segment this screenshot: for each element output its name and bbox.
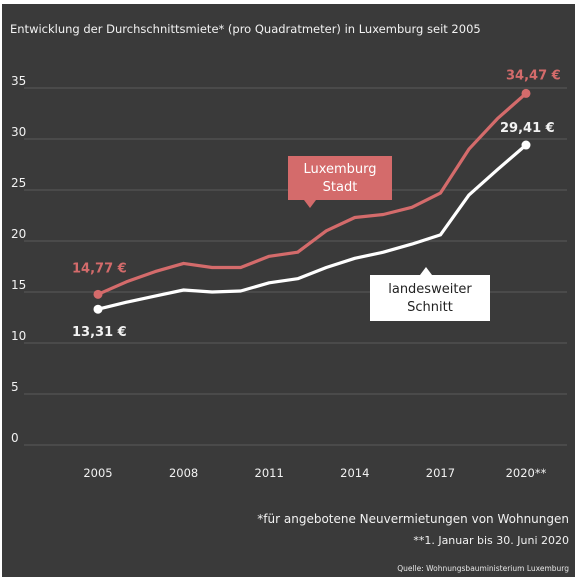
- series-line-0: [96, 91, 528, 296]
- y-tick-label-30: 30: [11, 125, 26, 139]
- footnote-offers: *für angebotene Neuvermietungen von Wohn…: [257, 512, 569, 526]
- y-tick-label-20: 20: [11, 227, 26, 241]
- chart-panel: Entwicklung der Durchschnittsmiete* (pro…: [2, 4, 575, 577]
- y-tick-label-35: 35: [11, 74, 26, 88]
- legend-box-national: [370, 275, 490, 321]
- footnote-period: **1. Januar bis 30. Juni 2020: [413, 534, 569, 547]
- y-tick-label-15: 15: [11, 278, 26, 292]
- value-label-city-start: 14,77 €: [72, 261, 127, 276]
- value-label-national-start: 13,31 €: [72, 325, 127, 340]
- x-tick-label-2005: 2005: [83, 466, 112, 480]
- line-chart: 0 5 10 15 20 25 30 35 2005 2008 2011 2014 2017 2020**…: [11, 68, 567, 480]
- series-0-start-point: [93, 289, 103, 299]
- x-tick-label-2017: 2017: [426, 466, 455, 480]
- series-1-end-point: [521, 140, 531, 150]
- y-tick-label-25: 25: [11, 176, 26, 190]
- y-tick-label-5: 5: [11, 380, 19, 394]
- chart-title: Entwicklung der Durchschnittsmiete* (pro…: [10, 22, 481, 36]
- series-line-1: [96, 143, 528, 311]
- x-tick-label-2014: 2014: [340, 466, 369, 480]
- source-note: Quelle: Wohnungsbauministerium Luxemburg: [397, 564, 569, 573]
- series-1-start-point: [93, 304, 103, 314]
- legend-label-city-line-2: Stadt: [323, 180, 358, 195]
- x-tick-label-2008: 2008: [169, 466, 198, 480]
- value-label-national-end: 29,41 €: [500, 121, 555, 136]
- legend-pointer-city: [304, 200, 316, 208]
- legend-label-city-line-1: Luxemburg: [303, 162, 376, 177]
- legend-box-city: [288, 156, 392, 200]
- y-tick-label-0: 0: [11, 431, 19, 445]
- value-label-city-end: 34,47 €: [506, 68, 561, 83]
- y-tick-label-10: 10: [11, 329, 26, 343]
- series-0-end-point: [521, 88, 531, 98]
- legend-label-national-line-1: landesweiter: [388, 282, 472, 297]
- x-tick-label-2020: 2020**: [506, 466, 547, 480]
- legend-label-national-line-2: Schnitt: [407, 300, 453, 315]
- x-tick-label-2011: 2011: [255, 466, 284, 480]
- legend-pointer-national: [420, 267, 432, 275]
